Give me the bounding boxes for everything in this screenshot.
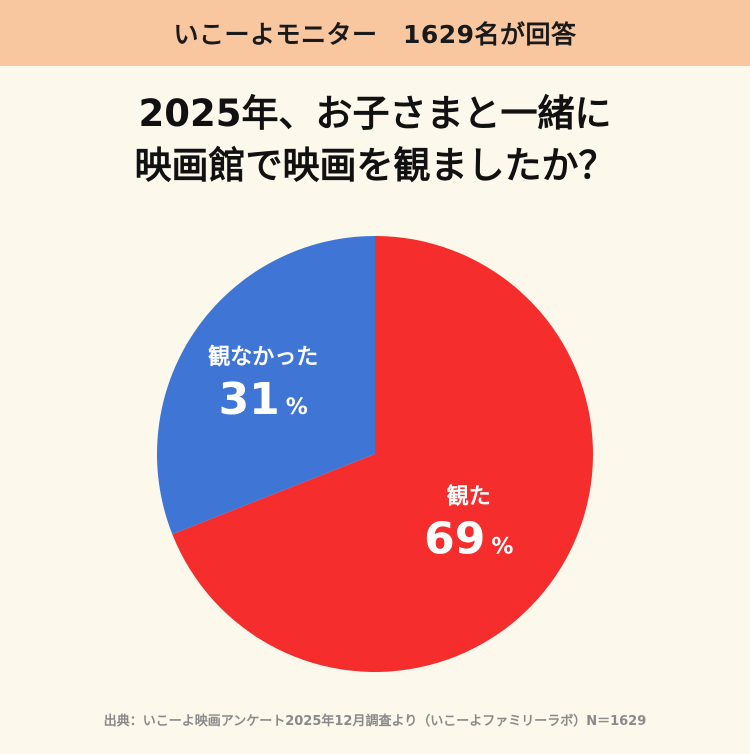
chart-title-line-1: 2025年、お子さまと一緒に: [138, 92, 612, 135]
chart-title-line-2: 映画館で映画を観ましたか？: [134, 144, 616, 187]
pie-slice-0: [172, 236, 594, 672]
source-note: 出典：いこーよ映画アンケート2025年12月調査より（いこーよファミリーラボ）N…: [103, 714, 647, 729]
slice-value-0: 69%: [424, 514, 513, 565]
pie-slice-1: [157, 236, 375, 535]
header-text: いこーよモニター 1629名が回答: [173, 20, 577, 49]
header-band: いこーよモニター 1629名が回答: [0, 0, 750, 66]
slice-value-1: 31%: [219, 374, 308, 425]
slice-label-1: 観なかった: [208, 344, 318, 370]
chart-title: 2025年、お子さまと一緒に 映画館で映画を観ましたか？: [0, 88, 750, 192]
slice-label-0: 観た: [447, 484, 491, 510]
